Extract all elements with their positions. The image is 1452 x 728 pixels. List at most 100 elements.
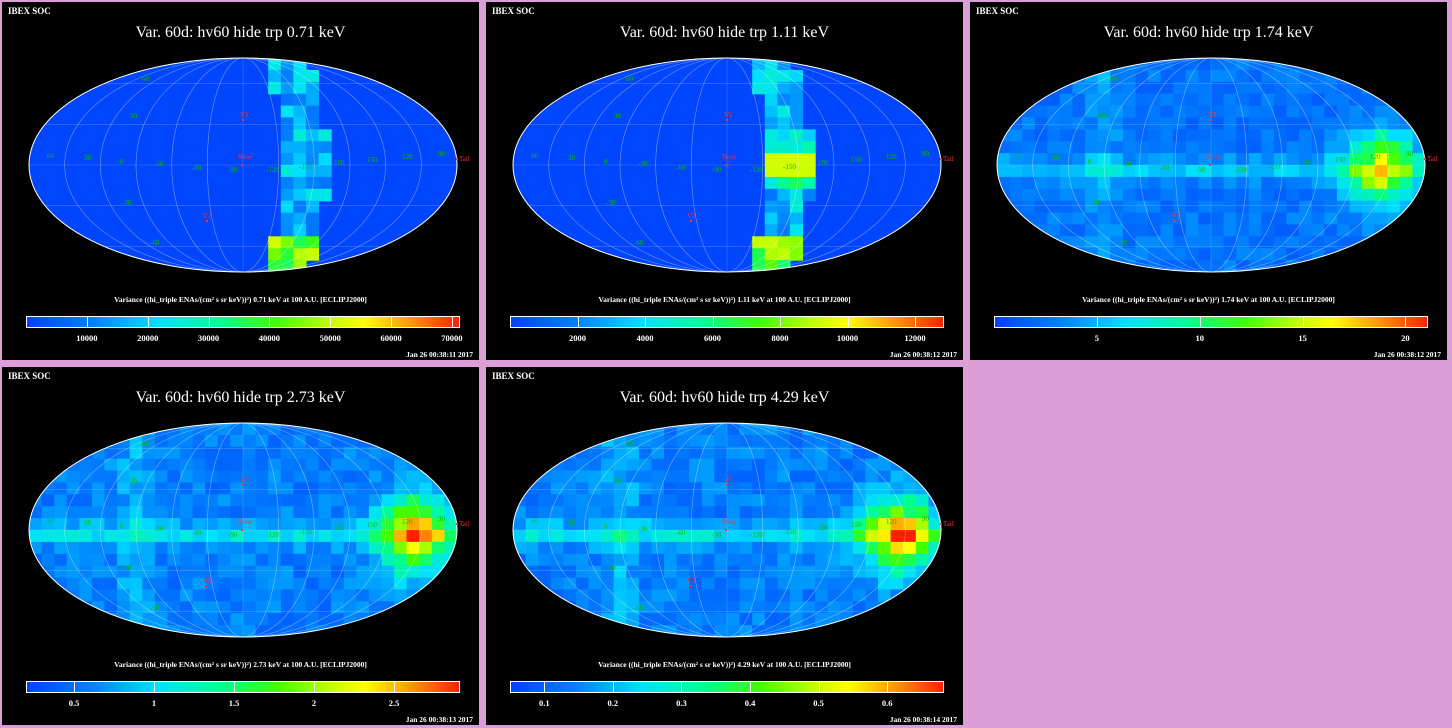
map-pixel [538, 458, 552, 472]
map-pixel [167, 434, 181, 448]
map-pixel [588, 601, 602, 614]
map-pixel [928, 601, 941, 614]
map-pixel [293, 601, 307, 614]
map-pixel [676, 589, 690, 602]
map-pixel [381, 577, 395, 591]
map-pixel [638, 613, 653, 626]
longitude-label: 90 [922, 515, 930, 523]
map-pixel [538, 577, 552, 591]
map-pixel [1059, 236, 1074, 249]
map-pixel [318, 625, 332, 637]
map-pixel [293, 613, 307, 626]
map-pixel [997, 165, 1011, 178]
map-pixel [714, 589, 728, 602]
map-pixel [117, 553, 131, 567]
map-pixel [1072, 212, 1086, 226]
map-pixel [293, 93, 307, 107]
map-pixel [1349, 260, 1363, 272]
map-pixel [915, 613, 929, 626]
map-pixel [331, 470, 345, 484]
map-pixel [305, 577, 320, 591]
map-pixel [66, 470, 80, 484]
map-pixel [1286, 141, 1300, 154]
map-pixel [280, 506, 294, 519]
map-pixel [1122, 224, 1137, 237]
map-pixel [217, 458, 231, 472]
map-pixel [1034, 153, 1048, 166]
map-pixel [764, 601, 778, 614]
map-pixel [840, 601, 854, 614]
map-pixel [154, 434, 169, 448]
map-pixel [66, 541, 80, 555]
map-pixel [293, 458, 307, 472]
map-pixel [1110, 117, 1124, 130]
map-pixel [142, 601, 156, 614]
map-pixel [1173, 176, 1187, 190]
map-pixel [91, 625, 106, 637]
map-pixel [626, 577, 640, 591]
map-pixel [154, 470, 169, 484]
map-pixel [1399, 117, 1413, 130]
map-pixel [752, 470, 766, 484]
marker-dot [726, 484, 728, 486]
map-pixel [41, 601, 55, 614]
map-pixel [343, 601, 357, 614]
map-pixel [394, 541, 408, 555]
map-pixel [1148, 129, 1162, 142]
mollweide-sky-map: 60 30 0 -30 -60 -90 -120 -150 180 150 120 906030-30… [512, 422, 954, 638]
map-pixel [431, 553, 445, 567]
map-pixel [613, 530, 627, 543]
map-pixel [318, 565, 332, 579]
map-pixel [1185, 129, 1199, 142]
map-pixel [1034, 81, 1048, 95]
map-pixel [1198, 105, 1212, 119]
map-pixel [79, 423, 93, 436]
map-pixel [1110, 188, 1124, 202]
map-pixel [852, 541, 867, 555]
map-pixel [1387, 69, 1401, 83]
map-pixel [1211, 260, 1225, 272]
map-pixel [777, 625, 791, 637]
map-pixel [588, 565, 602, 579]
map-pixel [29, 446, 43, 460]
map-pixel [890, 541, 904, 555]
map-pixel [601, 589, 615, 602]
map-pixel [154, 601, 169, 614]
map-pixel [626, 553, 640, 567]
longitude-label: 60 [531, 517, 539, 525]
map-pixel [588, 625, 602, 637]
map-pixel [1135, 165, 1149, 178]
map-pixel [1286, 93, 1300, 107]
map-pixel [331, 565, 345, 579]
map-pixel [714, 601, 728, 614]
map-pixel [638, 434, 653, 448]
map-pixel [1324, 236, 1338, 249]
map-pixel [1311, 188, 1325, 202]
map-pixel [815, 482, 829, 495]
map-pixel [117, 577, 131, 591]
colorbar-tick [391, 316, 393, 328]
map-pixel [217, 506, 231, 519]
map-pixel [777, 482, 791, 495]
map-pixel [205, 601, 219, 614]
chart-title: Var. 60d: hv60 hide trp 0.71 keV [135, 24, 346, 41]
map-pixel [293, 248, 307, 261]
map-pixel [180, 601, 194, 614]
map-pixel [777, 81, 791, 95]
map-pixel [651, 506, 665, 519]
map-pixel [129, 518, 143, 531]
map-pixel [890, 494, 904, 507]
map-pixel [104, 541, 118, 555]
map-pixel [1211, 236, 1225, 249]
map-pixel [343, 506, 357, 519]
longitude-label: -150 [299, 163, 312, 171]
map-pixel [305, 565, 320, 579]
map-pixel [1173, 129, 1187, 142]
map-pixel [613, 446, 627, 460]
longitude-label: -150 [783, 163, 796, 171]
map-pixel [1349, 248, 1363, 261]
map-pixel [1110, 212, 1124, 226]
latitude-label: -30 [1090, 199, 1100, 207]
map-pixel [575, 625, 590, 637]
map-pixel [1160, 141, 1174, 154]
